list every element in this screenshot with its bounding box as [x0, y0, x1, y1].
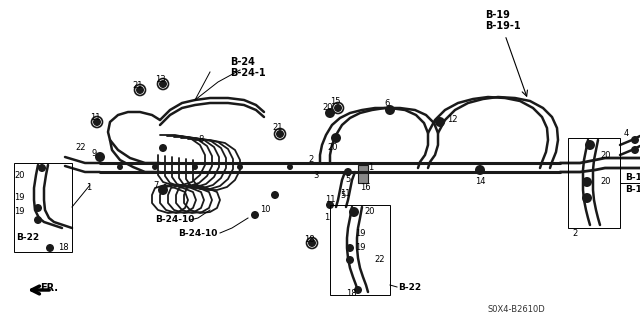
- Text: 10: 10: [260, 205, 271, 214]
- Circle shape: [34, 216, 42, 224]
- Text: 12: 12: [447, 115, 458, 124]
- Text: 2: 2: [572, 228, 577, 238]
- Text: B-19-1: B-19-1: [485, 21, 520, 31]
- Text: 20: 20: [600, 177, 611, 187]
- Circle shape: [325, 108, 335, 118]
- Circle shape: [326, 201, 334, 209]
- Bar: [358, 165, 368, 183]
- Circle shape: [308, 239, 316, 247]
- Text: B-22: B-22: [398, 283, 421, 292]
- Text: 1: 1: [368, 164, 373, 173]
- Circle shape: [271, 191, 279, 199]
- Circle shape: [192, 164, 198, 170]
- Text: 20: 20: [364, 207, 374, 217]
- Text: 18: 18: [304, 235, 315, 244]
- Circle shape: [251, 211, 259, 219]
- Text: 21: 21: [132, 80, 143, 90]
- Text: 8: 8: [198, 136, 204, 145]
- Circle shape: [46, 244, 54, 252]
- Text: 13: 13: [155, 75, 166, 84]
- Text: 11: 11: [90, 114, 100, 122]
- Bar: [14, 163, 72, 252]
- Text: 20: 20: [14, 170, 24, 180]
- Circle shape: [349, 207, 359, 217]
- Text: 20: 20: [600, 151, 611, 160]
- Text: FR.: FR.: [40, 283, 58, 293]
- Text: 2: 2: [308, 155, 313, 165]
- Circle shape: [435, 117, 445, 127]
- Circle shape: [136, 86, 144, 94]
- Text: 19: 19: [14, 194, 24, 203]
- Circle shape: [346, 256, 354, 264]
- Text: B-24-10: B-24-10: [178, 228, 218, 238]
- Text: 1: 1: [86, 182, 92, 191]
- Circle shape: [93, 118, 101, 126]
- Circle shape: [631, 136, 639, 144]
- Circle shape: [331, 133, 341, 143]
- Text: 4: 4: [624, 129, 629, 137]
- Text: 14: 14: [475, 177, 486, 187]
- Circle shape: [158, 185, 168, 195]
- Text: 11: 11: [340, 189, 351, 197]
- Circle shape: [159, 144, 167, 152]
- Text: 5: 5: [340, 190, 345, 199]
- Text: 19: 19: [355, 228, 365, 238]
- Text: 5: 5: [345, 175, 350, 184]
- Circle shape: [346, 244, 354, 252]
- Text: 20: 20: [327, 144, 337, 152]
- Circle shape: [95, 152, 105, 162]
- Circle shape: [334, 104, 342, 112]
- Circle shape: [237, 164, 243, 170]
- Text: 6: 6: [384, 100, 389, 108]
- Circle shape: [38, 164, 46, 172]
- Circle shape: [152, 164, 158, 170]
- Circle shape: [475, 165, 485, 175]
- Circle shape: [276, 130, 284, 138]
- Circle shape: [582, 177, 592, 187]
- Text: S0X4-B2610D: S0X4-B2610D: [488, 306, 546, 315]
- Text: 18: 18: [58, 243, 68, 253]
- Circle shape: [585, 140, 595, 150]
- Text: 18: 18: [346, 288, 356, 298]
- Circle shape: [117, 164, 123, 170]
- Bar: [330, 205, 390, 295]
- Text: 16: 16: [360, 183, 371, 192]
- Text: B-24-10: B-24-10: [155, 216, 195, 225]
- Text: 19: 19: [14, 207, 24, 217]
- Text: 19: 19: [355, 243, 365, 253]
- Circle shape: [631, 146, 639, 154]
- Circle shape: [287, 164, 293, 170]
- Text: B-22: B-22: [16, 233, 39, 241]
- Text: 21: 21: [272, 123, 282, 132]
- Bar: [568, 138, 620, 228]
- Circle shape: [354, 286, 362, 294]
- Text: B-24: B-24: [230, 57, 255, 67]
- Text: 22: 22: [75, 144, 86, 152]
- Circle shape: [34, 204, 42, 212]
- Circle shape: [385, 105, 395, 115]
- Text: 11: 11: [325, 196, 335, 204]
- Text: B-19-1: B-19-1: [625, 186, 640, 195]
- Text: 1: 1: [324, 213, 329, 222]
- Text: 3: 3: [313, 170, 318, 180]
- Text: 20: 20: [322, 102, 333, 112]
- Circle shape: [344, 168, 352, 176]
- Text: 15: 15: [330, 98, 340, 107]
- Text: 9: 9: [91, 149, 96, 158]
- Text: 22: 22: [374, 256, 385, 264]
- Text: B-19: B-19: [485, 10, 510, 20]
- Circle shape: [582, 193, 592, 203]
- Text: B-24-1: B-24-1: [230, 68, 266, 78]
- Text: 7: 7: [153, 182, 158, 190]
- Text: B-19: B-19: [625, 174, 640, 182]
- Circle shape: [159, 80, 167, 88]
